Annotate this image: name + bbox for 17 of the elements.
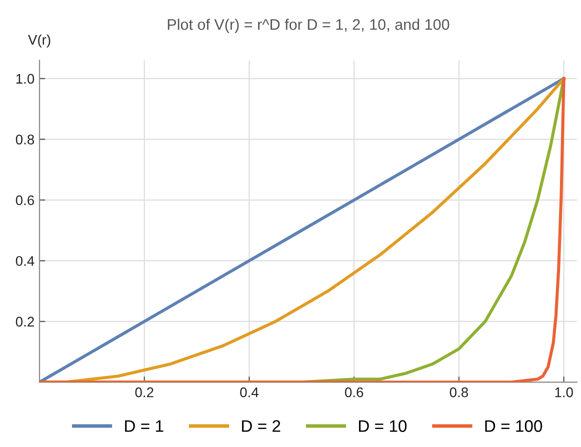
x-tick-label: 0.2 [135, 387, 154, 398]
x-tick-label: 0.8 [450, 387, 468, 398]
x-tick-label: 1.0 [555, 387, 573, 398]
legend-label: D = 1 [125, 420, 164, 432]
y-tick-label: 0.4 [16, 256, 34, 266]
legend-label: D = 100 [485, 420, 542, 432]
y-axis-title: V(r) [28, 34, 50, 48]
y-tick-label: 1.0 [16, 74, 34, 84]
y-tick-label: 0.8 [16, 134, 34, 144]
chart-title: Plot of V(r) = r^D for D = 1, 2, 10, and 100 [168, 18, 450, 33]
y-tick-label: 0.6 [16, 195, 34, 206]
legend-label: D = 2 [242, 420, 280, 432]
y-tick-label: 0.2 [16, 316, 34, 327]
x-tick-label: 0.4 [240, 387, 258, 398]
legend-label: D = 10 [359, 420, 407, 432]
line-series [40, 77, 566, 382]
x-tick-label: 0.6 [344, 387, 364, 398]
